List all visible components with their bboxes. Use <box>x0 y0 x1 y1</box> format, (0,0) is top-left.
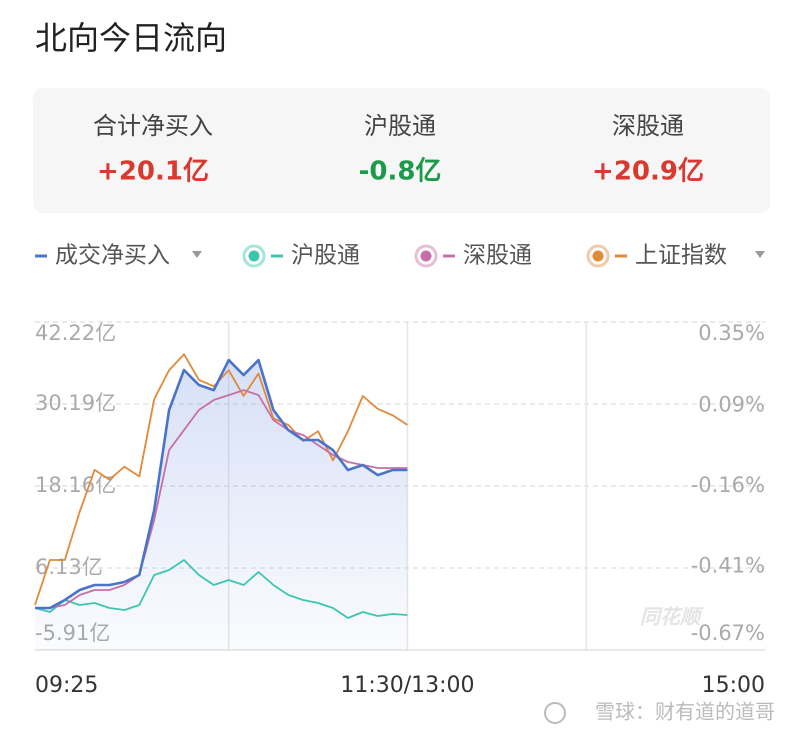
x-tick-label: 09:25 <box>35 673 98 698</box>
summary: 合计净买入 +20.1亿 沪股通 -0.8亿 深股通 +20.9亿 <box>93 112 704 187</box>
y2-tick-label: 0.35% <box>698 321 765 345</box>
summary-value: -0.8亿 <box>359 157 442 187</box>
footer: 雪球：财有道的道哥 <box>595 700 775 724</box>
y2-tick-label: 0.09% <box>698 393 765 417</box>
y2-tick-label: -0.16% <box>691 473 765 497</box>
legend[interactable]: 成交净买入 沪股通 深股通 上证指数 <box>35 243 727 269</box>
y-tick-label: 6.13亿 <box>35 555 103 579</box>
summary-label: 合计净买入 <box>93 112 213 140</box>
legend-marker-dot <box>420 250 432 262</box>
legend-label[interactable]: 沪股通 <box>291 243 360 269</box>
legend-label[interactable]: 上证指数 <box>635 243 727 269</box>
y-tick-label: 42.22亿 <box>35 321 116 345</box>
dropdown-arrow[interactable] <box>755 251 765 258</box>
watermark: 同花顺 <box>640 605 704 629</box>
y2-tick-label: -0.41% <box>691 553 765 577</box>
series-line <box>35 358 408 610</box>
summary-label: 沪股通 <box>364 112 436 140</box>
plot-area: 09:2511:30/13:0015:00-5.91亿6.13亿18.16亿30… <box>34 321 765 698</box>
legend-marker-dot <box>248 250 260 262</box>
legend-marker-dot <box>592 250 604 262</box>
y2-tick-label: -0.67% <box>691 621 765 645</box>
series-line <box>35 389 408 609</box>
y-tick-label: 30.19亿 <box>35 391 116 415</box>
legend-label[interactable]: 成交净买入 <box>55 243 170 269</box>
logo-icon <box>544 702 566 724</box>
summary-value: +20.1亿 <box>97 157 209 187</box>
series-area <box>35 360 408 650</box>
series-line <box>34 353 408 606</box>
y-tick-label: 18.16亿 <box>35 473 116 497</box>
summary-label: 深股通 <box>612 112 684 140</box>
summary-value: +20.9亿 <box>592 157 704 187</box>
summary-card <box>33 88 770 213</box>
legend-label[interactable]: 深股通 <box>463 243 532 269</box>
series-line <box>34 559 408 619</box>
dropdown-arrow[interactable] <box>192 251 202 258</box>
page-title: 北向今日流向 <box>35 19 227 57</box>
x-tick-label: 11:30/13:00 <box>340 673 474 698</box>
x-tick-label: 15:00 <box>702 673 765 698</box>
